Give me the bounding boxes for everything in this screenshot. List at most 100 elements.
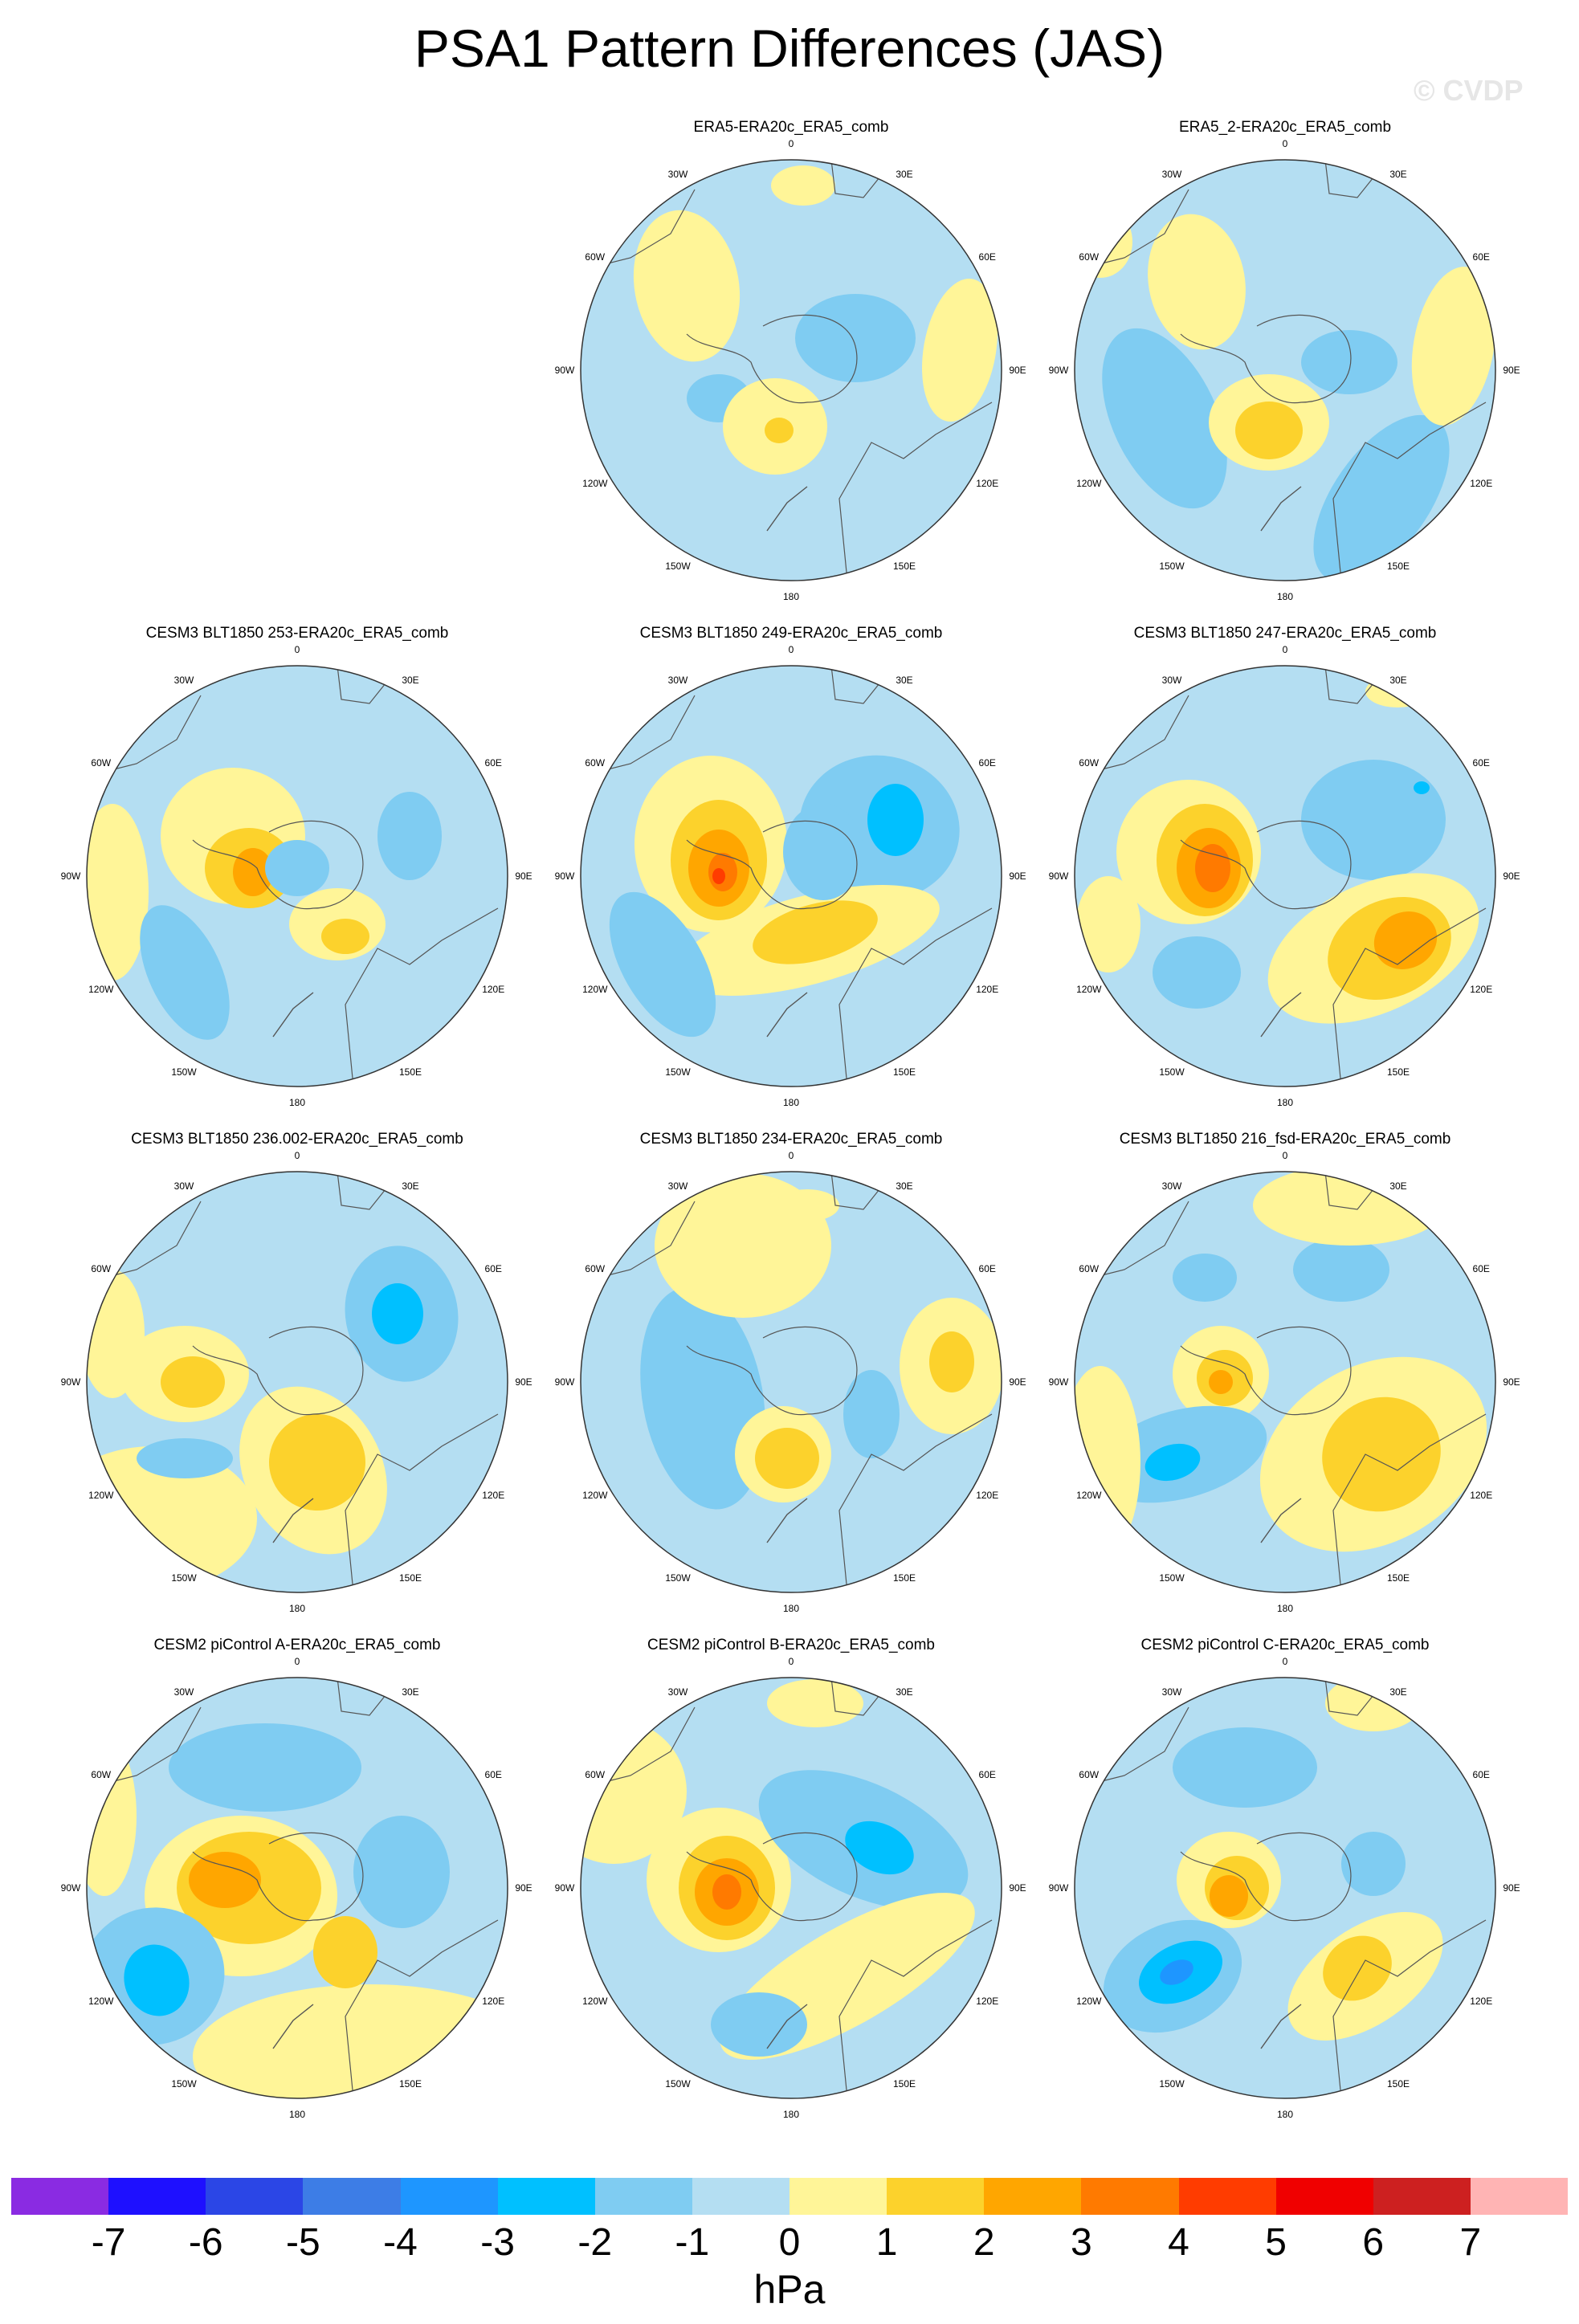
longitude-label: 150W: [171, 1066, 197, 1078]
colorbar-swatch: [790, 2178, 887, 2215]
longitude-label: 180: [1277, 1603, 1293, 1614]
antarctica-coastline: [192, 1326, 364, 1416]
longitude-label: 150E: [893, 2078, 916, 2090]
longitude-label: 60E: [979, 757, 996, 769]
colorbar-tick-label: -5: [286, 2221, 320, 2264]
map-border: [580, 1677, 1002, 2099]
longitude-label: 90E: [1503, 1376, 1520, 1388]
longitude-label: 60E: [485, 757, 502, 769]
longitude-label: 60E: [1473, 251, 1490, 263]
longitude-label: 60W: [91, 1769, 111, 1780]
contour-region: [843, 1370, 900, 1458]
longitude-label: 30E: [896, 1686, 912, 1698]
longitude-label: 30E: [896, 1180, 912, 1192]
colorbar-tick-label: -2: [577, 2221, 613, 2264]
polar-map: 0 30E 60E 90E 120E 150E 180 150W 120W 90W 60W 30W: [61, 1656, 532, 2120]
antarctica-coastline: [1180, 1832, 1352, 1922]
contour-region: [169, 1723, 361, 1812]
longitude-label: 30W: [668, 1686, 688, 1698]
colorbar-tick-label: 4: [1168, 2221, 1189, 2264]
map-panel: ERA5_2-ERA20c_ERA5_comb 0 30E 60E 90E 120E 150…: [1028, 119, 1542, 617]
contour-region: [765, 418, 794, 443]
longitude-label: 30W: [174, 675, 194, 686]
longitude-label: 150W: [171, 2078, 197, 2090]
longitude-label: 150W: [1159, 561, 1185, 572]
longitude-label: 150W: [1159, 2078, 1185, 2090]
longitude-label: 120E: [976, 984, 998, 995]
map-border: [86, 665, 508, 1087]
longitude-label: 90W: [61, 870, 81, 882]
colorbar-swatch: [108, 2178, 206, 2215]
longitude-label: 30E: [1389, 675, 1406, 686]
longitude-label: 30W: [1162, 1686, 1182, 1698]
longitude-label: 150E: [1387, 1066, 1410, 1078]
longitude-label: 120W: [582, 478, 608, 489]
longitude-label: 60W: [585, 251, 605, 263]
contour-region: [1102, 328, 1227, 509]
panel-title: CESM2 piControl C-ERA20c_ERA5_comb: [1140, 1637, 1430, 1653]
antarctica-coastline: [1180, 820, 1352, 910]
contour-region: [1325, 1678, 1422, 1731]
contour-region: [372, 1283, 423, 1344]
contour-region: [1293, 1237, 1389, 1302]
longitude-label: 30E: [1389, 1180, 1406, 1192]
panel-title: CESM3 BLT1850 247-ERA20c_ERA5_comb: [1133, 625, 1437, 642]
longitude-label: 180: [289, 1097, 305, 1108]
longitude-label: 30W: [1162, 1180, 1182, 1192]
longitude-label: 150W: [665, 561, 691, 572]
longitude-label: 90W: [1049, 365, 1069, 376]
map-border: [1074, 1171, 1496, 1593]
colorbar-tick-labels: -7 -6 -5 -4 -3 -2 -1 0 1 2 3 4 5 6 7: [0, 2220, 1579, 2269]
polar-map: 0 30E 60E 90E 120E 150E 180 150W 120W 90W 60W 30W: [61, 1150, 532, 1614]
longitude-label: 60E: [1473, 1769, 1490, 1780]
africa-coastline: [830, 160, 880, 198]
map-border: [1074, 665, 1496, 1087]
africa-coastline: [337, 1678, 386, 1716]
longitude-label: 150W: [1159, 1066, 1185, 1078]
colorbar-swatch: [11, 2178, 109, 2215]
longitude-label: 180: [1277, 1097, 1293, 1108]
antarctica-coastline: [1180, 314, 1352, 404]
longitude-label: 120E: [1470, 984, 1492, 995]
longitude-label: 120E: [1470, 1996, 1492, 2007]
polar-map: 0 30E 60E 90E 120E 150E 180 150W 120W 90W 60W 30W: [555, 1656, 1026, 2120]
colorbar-tick-label: 3: [1071, 2221, 1092, 2264]
longitude-label: 60W: [585, 757, 605, 769]
new-zealand-coastline: [272, 992, 314, 1038]
contour-region: [845, 1820, 914, 1875]
new-zealand-coastline: [766, 2004, 808, 2049]
longitude-label: 60E: [979, 1769, 996, 1780]
longitude-label: 120W: [88, 1490, 114, 1501]
longitude-label: 180: [783, 2109, 799, 2120]
australia-coastline: [345, 1413, 499, 1592]
colorbar-swatch: [497, 2178, 595, 2215]
south-america-coastline: [1091, 1201, 1189, 1278]
map-border: [1074, 1677, 1496, 2099]
contour-region: [140, 905, 230, 1040]
colorbar-swatch: [400, 2178, 498, 2215]
map-panel: CESM3 BLT1850 236.002-ERA20c_ERA5_comb 0 3…: [40, 1131, 554, 1629]
longitude-label: 60E: [1473, 1263, 1490, 1274]
contour-region: [609, 891, 716, 1038]
map-panel: CESM2 piControl B-ERA20c_ERA5_comb 0 30E 60…: [534, 1637, 1048, 2134]
contour-region: [189, 1852, 261, 1908]
longitude-label: 150E: [399, 2078, 422, 2090]
longitude-label: 0: [295, 1150, 300, 1161]
colorbar-swatch: [692, 2178, 790, 2215]
south-america-coastline: [598, 695, 696, 773]
longitude-label: 120E: [976, 1996, 998, 2007]
contour-region: [767, 1679, 863, 1727]
new-zealand-coastline: [1260, 992, 1302, 1038]
longitude-label: 60E: [485, 1263, 502, 1274]
contour-region: [1414, 781, 1430, 794]
colorbar: [11, 2178, 1568, 2215]
africa-coastline: [1324, 1172, 1374, 1210]
contour-region: [867, 784, 924, 856]
panel-title: ERA5_2-ERA20c_ERA5_comb: [1178, 119, 1392, 136]
panel-title: CESM2 piControl A-ERA20c_ERA5_comb: [153, 1637, 441, 1653]
cvdp-watermark: © CVDP: [1414, 74, 1524, 107]
africa-coastline: [830, 666, 880, 704]
colorbar-tick-label: 5: [1265, 2221, 1287, 2264]
polar-map: 0 30E 60E 90E 120E 150E 180 150W 120W 90W 60W 30W: [1049, 1656, 1520, 2120]
south-america-coastline: [1091, 1706, 1189, 1784]
